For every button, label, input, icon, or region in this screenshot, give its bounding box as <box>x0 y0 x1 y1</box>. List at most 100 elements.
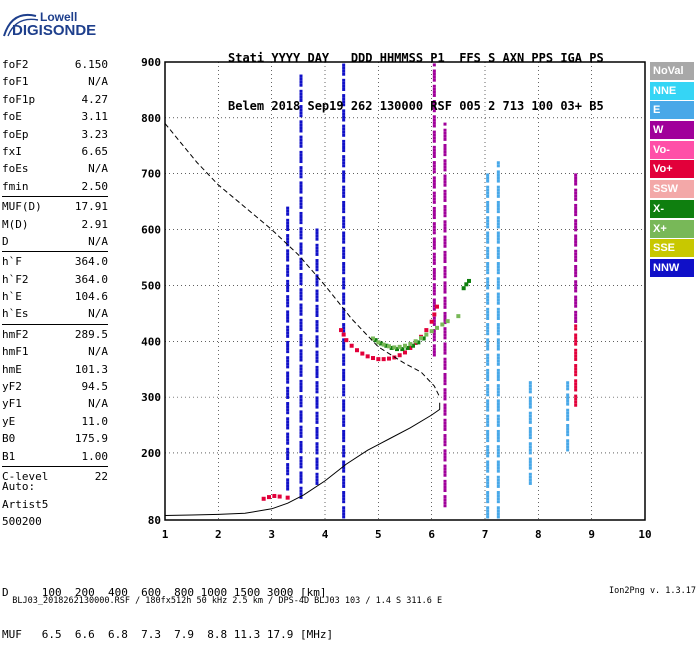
param-row: D N/A <box>2 233 108 250</box>
echo-column-point <box>286 328 290 332</box>
echo-column-point <box>342 362 346 366</box>
ionogram-plot: 80 200 300 400 500 600 700 800 900 1 2 3 4 5 6 7 8 9 10 <box>141 56 652 541</box>
echo-column-point <box>496 341 500 345</box>
echo-column-point <box>315 243 319 247</box>
echo-column-point <box>443 281 447 285</box>
echo-column-point <box>574 274 578 278</box>
echo-column-point <box>315 326 319 330</box>
echo-column-point <box>486 313 490 317</box>
echo-column-point <box>299 245 303 249</box>
echo-column-point <box>443 357 447 361</box>
echo-column-point <box>443 229 447 233</box>
echo-column-point <box>443 394 447 398</box>
echo-column-point <box>496 249 500 253</box>
echo-column-point <box>486 500 490 504</box>
echo-column-point <box>443 220 447 224</box>
trace-point-x <box>389 345 394 350</box>
echo-column-point <box>566 433 570 437</box>
legend: NoVal NNE E W Vo- Vo+ SSW X- X+ SSE NNW <box>650 62 694 279</box>
echo-column-point <box>299 419 303 423</box>
echo-column-point <box>574 191 578 195</box>
echo-column-point <box>299 379 303 383</box>
echo-column-point <box>299 282 303 286</box>
y-tick-label: 200 <box>141 447 161 460</box>
trace-point-vo <box>285 495 290 500</box>
echo-column-point <box>574 194 578 198</box>
echo-column-point <box>299 309 303 313</box>
echo-column-point <box>286 273 290 277</box>
trace-point-vo <box>403 350 407 355</box>
trace-point-vo <box>341 332 346 337</box>
echo-column-point <box>299 343 303 347</box>
echo-column-point <box>528 472 532 476</box>
param-value: N/A <box>88 162 108 176</box>
echo-column-point <box>299 327 303 331</box>
echo-column-point <box>315 396 319 400</box>
echo-column-point <box>574 342 578 346</box>
echo-column-point <box>443 238 447 242</box>
echo-column-point <box>286 270 290 274</box>
echo-column-point <box>574 310 578 314</box>
echo-column-point <box>574 249 578 253</box>
param-row: h`Es N/A <box>2 305 108 322</box>
echo-column-point <box>342 130 346 134</box>
echo-column-point <box>496 353 500 357</box>
echo-column-point <box>566 384 570 388</box>
echo-column-point <box>496 164 500 168</box>
echo-column-point <box>342 188 346 192</box>
echo-column-point <box>432 258 436 262</box>
param-name: h`F2 <box>2 272 29 286</box>
echo-column-point <box>574 264 578 268</box>
legend-item-x-: X- <box>650 199 694 218</box>
echo-column-point <box>432 240 436 244</box>
echo-column-point <box>486 356 490 360</box>
echo-column-point <box>432 289 436 293</box>
echo-column-point <box>528 430 532 434</box>
echo-column-point <box>342 454 346 458</box>
echo-column-point <box>299 218 303 222</box>
echo-column-point <box>486 414 490 418</box>
echo-column-point <box>443 388 447 392</box>
echo-column-point <box>299 440 303 444</box>
echo-column-point <box>496 222 500 226</box>
echo-column-point <box>486 405 490 409</box>
echo-column-point <box>342 133 346 137</box>
param-row: fmin 2.50 <box>2 178 108 195</box>
echo-column-point <box>315 246 319 250</box>
echo-column-point <box>315 417 319 421</box>
echo-column-point <box>528 463 532 467</box>
param-value: 104.6 <box>74 290 108 304</box>
x-tick-label: 7 <box>482 528 489 541</box>
echo-column-point <box>315 292 319 296</box>
echo-column-point <box>528 396 532 400</box>
echo-column-point <box>286 371 290 375</box>
echo-column-point <box>496 170 500 174</box>
echo-column-point <box>315 323 319 327</box>
echo-column-point <box>443 235 447 239</box>
echo-column-point <box>443 363 447 367</box>
param-row: B0 175.9 <box>2 430 108 447</box>
echo-column-point <box>286 240 290 244</box>
echo-column-point <box>496 280 500 284</box>
echo-column-point <box>432 246 436 250</box>
echo-column-point <box>342 323 346 327</box>
echo-column-point <box>315 375 319 379</box>
echo-column-point <box>574 203 578 207</box>
echo-column-point <box>342 176 346 180</box>
echo-column-point <box>315 289 319 293</box>
echo-column-point <box>315 314 319 318</box>
echo-column-point <box>443 479 447 483</box>
header-block: Stati YYYY DAY DDD HHMMSS P1 FFS S AXN P… <box>228 18 604 130</box>
echo-column-point <box>299 184 303 188</box>
echo-column-point <box>299 425 303 429</box>
echo-column-point <box>443 348 447 352</box>
echo-column-point <box>443 131 447 135</box>
echo-column-point <box>432 118 436 122</box>
echo-column-point <box>286 304 290 308</box>
echo-column-point <box>342 66 346 70</box>
echo-column-point <box>286 234 290 238</box>
echo-column-point <box>315 472 319 476</box>
echo-column-point <box>443 275 447 279</box>
echo-column-point <box>299 321 303 325</box>
echo-column-point <box>486 188 490 192</box>
